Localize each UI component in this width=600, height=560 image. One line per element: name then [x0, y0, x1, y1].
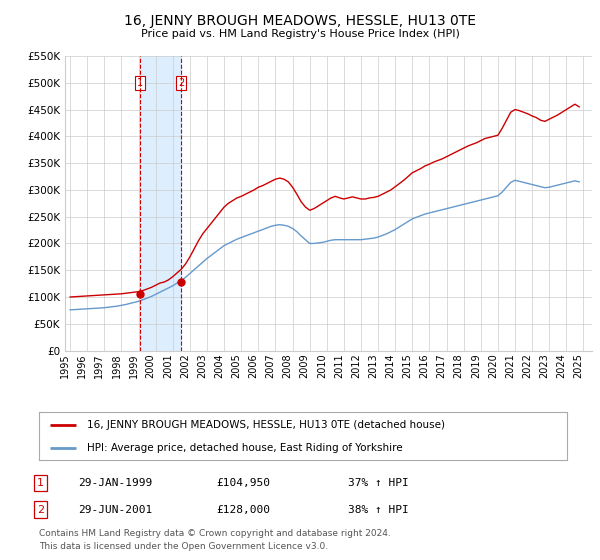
Text: 2014: 2014 — [385, 353, 395, 377]
Text: 1997: 1997 — [94, 353, 104, 377]
Text: 2001: 2001 — [163, 353, 173, 377]
Text: £128,000: £128,000 — [216, 505, 270, 515]
Text: 37% ↑ HPI: 37% ↑ HPI — [348, 478, 409, 488]
Text: 1995: 1995 — [60, 353, 70, 377]
Text: 38% ↑ HPI: 38% ↑ HPI — [348, 505, 409, 515]
Text: 2020: 2020 — [488, 353, 498, 378]
Text: 2016: 2016 — [419, 353, 430, 377]
Text: 2019: 2019 — [471, 353, 481, 377]
Text: 29-JAN-1999: 29-JAN-1999 — [78, 478, 152, 488]
Text: 2002: 2002 — [180, 353, 190, 378]
Text: 2008: 2008 — [283, 353, 293, 377]
Text: 2018: 2018 — [454, 353, 464, 377]
Text: 2017: 2017 — [437, 353, 446, 378]
Text: 2006: 2006 — [248, 353, 259, 377]
Text: 2013: 2013 — [368, 353, 378, 377]
Text: HPI: Average price, detached house, East Riding of Yorkshire: HPI: Average price, detached house, East… — [86, 443, 402, 453]
Text: 16, JENNY BROUGH MEADOWS, HESSLE, HU13 0TE (detached house): 16, JENNY BROUGH MEADOWS, HESSLE, HU13 0… — [86, 420, 445, 430]
Text: 2000: 2000 — [146, 353, 155, 377]
Text: 2003: 2003 — [197, 353, 207, 377]
Text: 1: 1 — [137, 78, 143, 88]
Text: 2025: 2025 — [574, 353, 583, 378]
Text: 2004: 2004 — [214, 353, 224, 377]
Text: 2021: 2021 — [505, 353, 515, 378]
Text: 29-JUN-2001: 29-JUN-2001 — [78, 505, 152, 515]
Text: 1996: 1996 — [77, 353, 87, 377]
Text: 2: 2 — [178, 78, 184, 88]
Text: 2007: 2007 — [265, 353, 275, 378]
Text: £104,950: £104,950 — [216, 478, 270, 488]
Text: 1999: 1999 — [128, 353, 139, 377]
Text: This data is licensed under the Open Government Licence v3.0.: This data is licensed under the Open Gov… — [39, 542, 328, 551]
Text: 2022: 2022 — [522, 353, 532, 378]
Text: Contains HM Land Registry data © Crown copyright and database right 2024.: Contains HM Land Registry data © Crown c… — [39, 529, 391, 538]
Text: 2015: 2015 — [403, 353, 412, 378]
Text: 2011: 2011 — [334, 353, 344, 377]
Text: 2012: 2012 — [351, 353, 361, 378]
Text: 1: 1 — [37, 478, 44, 488]
Text: 2010: 2010 — [317, 353, 327, 377]
Text: 2: 2 — [37, 505, 44, 515]
Text: Price paid vs. HM Land Registry's House Price Index (HPI): Price paid vs. HM Land Registry's House … — [140, 29, 460, 39]
Text: 2024: 2024 — [556, 353, 566, 378]
Text: 16, JENNY BROUGH MEADOWS, HESSLE, HU13 0TE: 16, JENNY BROUGH MEADOWS, HESSLE, HU13 0… — [124, 14, 476, 28]
Text: 2009: 2009 — [299, 353, 310, 377]
Text: 2023: 2023 — [539, 353, 549, 378]
Bar — [140, 56, 181, 351]
Text: 2005: 2005 — [231, 353, 241, 378]
Text: 1998: 1998 — [112, 353, 121, 377]
